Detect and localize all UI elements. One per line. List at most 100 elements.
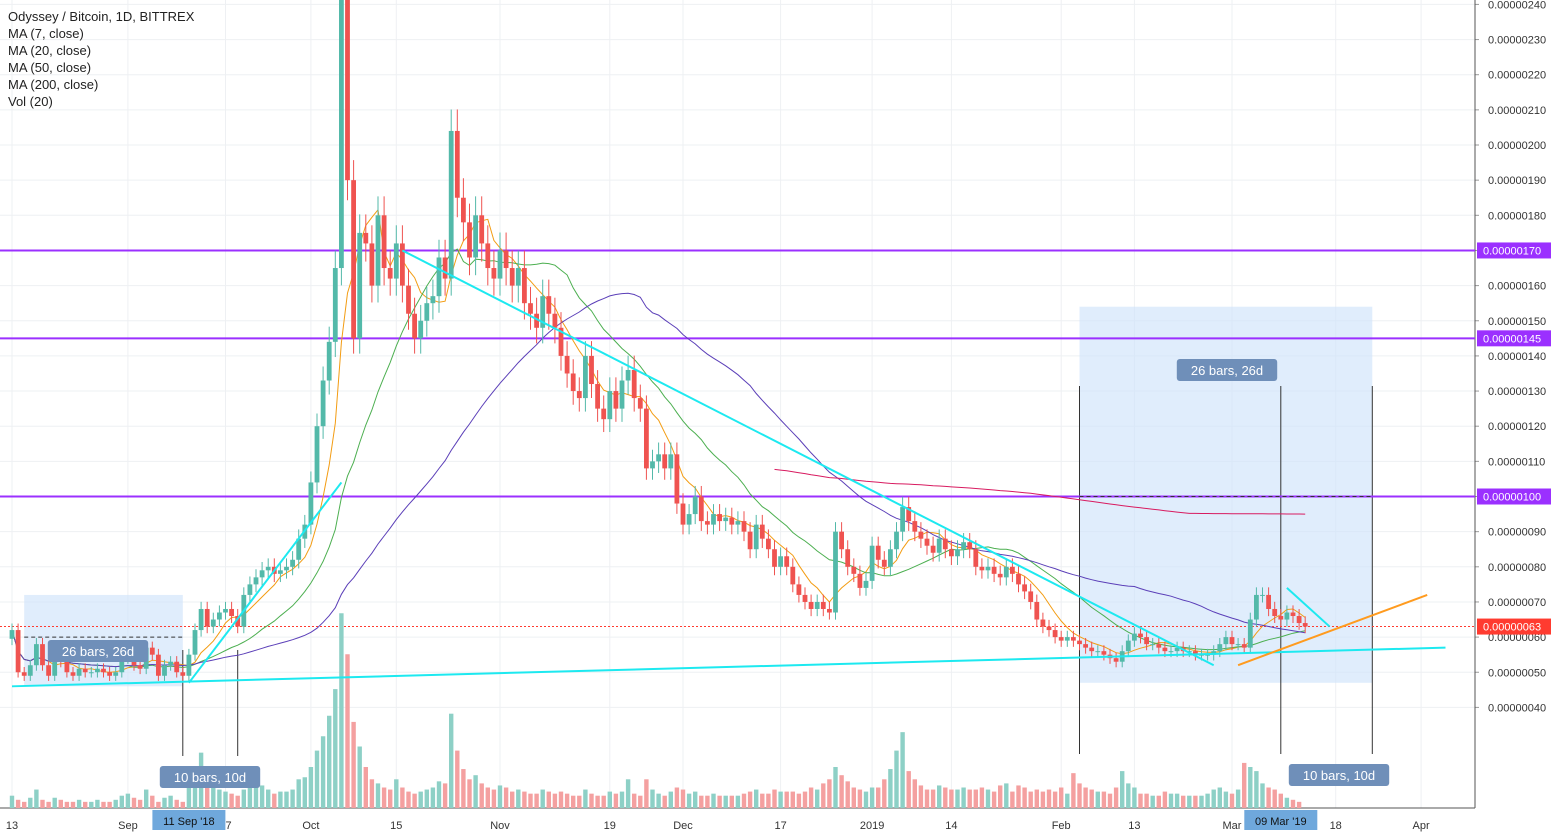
volume-bar [58, 799, 63, 808]
candle-body [1095, 651, 1101, 653]
candle-body [1193, 651, 1198, 655]
range-label-bg [47, 640, 149, 662]
candle-body [1168, 651, 1174, 653]
candle-body [424, 303, 430, 321]
volume-bar [467, 779, 472, 808]
candle-body [534, 313, 539, 328]
volume-bar [1168, 793, 1174, 808]
candle-body [15, 630, 21, 673]
volume-bar [790, 791, 795, 808]
volume-bar [815, 789, 820, 808]
volume-bar [937, 785, 942, 808]
candle-body [918, 531, 924, 539]
volume-bar [906, 771, 911, 808]
volume-bar [1059, 787, 1064, 808]
candle-body [912, 521, 918, 532]
legend-ma200: MA (200, close) [8, 77, 99, 92]
volume-bar [1144, 793, 1149, 808]
candle-body [479, 215, 485, 244]
candle-body [650, 461, 655, 469]
range-label-bg [159, 766, 261, 788]
candle-body [485, 243, 491, 269]
volume-bar [1162, 791, 1168, 808]
volume-bar [918, 785, 924, 808]
volume-bar [150, 795, 155, 808]
candle-body [564, 355, 570, 374]
volume-bar [1187, 795, 1192, 808]
volume-bar [473, 775, 478, 808]
candle-body [1272, 608, 1278, 617]
candle-body [156, 654, 161, 676]
volume-bar [357, 746, 362, 808]
volume-bar [64, 801, 70, 808]
candle-body [686, 514, 692, 525]
volume-bar [369, 779, 375, 808]
volume-bar [845, 781, 850, 808]
candle-body [1247, 619, 1253, 648]
candle-body [1058, 637, 1064, 641]
volume-bar [156, 801, 161, 808]
volume-bar [821, 783, 826, 808]
y-tick-label: 0.00000060 [1488, 632, 1546, 644]
volume-bar [985, 789, 991, 808]
candle-body [1138, 633, 1143, 638]
volume-bar [564, 793, 570, 808]
candle-body [186, 654, 192, 676]
candle-body [747, 531, 753, 550]
candle-body [729, 517, 735, 525]
candle-body [1302, 623, 1308, 627]
volume-bar [1235, 789, 1241, 808]
volume-bar [961, 787, 966, 808]
x-tick-label: 18 [1330, 820, 1342, 832]
candle-body [314, 426, 320, 483]
candle-body [296, 538, 302, 560]
y-tick-label: 0.00000200 [1488, 140, 1546, 152]
volume-bar [259, 785, 265, 808]
volume-bar [253, 785, 259, 808]
candle-body [332, 268, 338, 342]
candle-body [162, 665, 167, 676]
candle-body [192, 630, 198, 655]
volume-bar [442, 783, 448, 808]
candle-body [1089, 647, 1095, 652]
ma-line [11, 292, 1306, 668]
volume-bar [833, 767, 838, 808]
candle-body [698, 496, 704, 522]
candle-body [345, 0, 350, 181]
y-tick-label: 0.00000070 [1488, 597, 1546, 609]
volume-bar [991, 791, 997, 808]
volume-bar [1040, 791, 1046, 808]
candle-body [894, 531, 899, 550]
candle-body [936, 538, 942, 553]
candle-body [509, 268, 515, 286]
volume-bar [400, 787, 405, 808]
volume-bar [973, 789, 978, 808]
x-tick-label: 19 [604, 820, 616, 832]
candle-body [1266, 594, 1271, 609]
candle-body [1010, 566, 1015, 574]
candle-body [735, 521, 741, 525]
candle-body [619, 380, 625, 409]
legend-ma7: MA (7, close) [8, 26, 84, 41]
candle-body [1217, 644, 1223, 652]
candle-body [418, 320, 424, 339]
trend-line [11, 646, 1446, 688]
candle-body [1241, 644, 1247, 648]
candle-body [1003, 566, 1009, 578]
volume-bar [650, 789, 655, 808]
volume-bar [137, 799, 143, 808]
candle-body [82, 668, 88, 673]
volume-bar [418, 791, 423, 808]
y-tick-label: 0.00000040 [1488, 702, 1546, 714]
candle-body [961, 542, 966, 550]
volume-bar [1174, 793, 1180, 808]
candle-body [1235, 644, 1241, 646]
volume-bar [1113, 787, 1119, 808]
volume-bar [863, 791, 869, 808]
volume-bar [308, 767, 314, 808]
volume-bar [211, 787, 216, 808]
volume-bar [998, 785, 1003, 808]
candle-body [674, 454, 680, 504]
candle-body [1125, 640, 1131, 652]
